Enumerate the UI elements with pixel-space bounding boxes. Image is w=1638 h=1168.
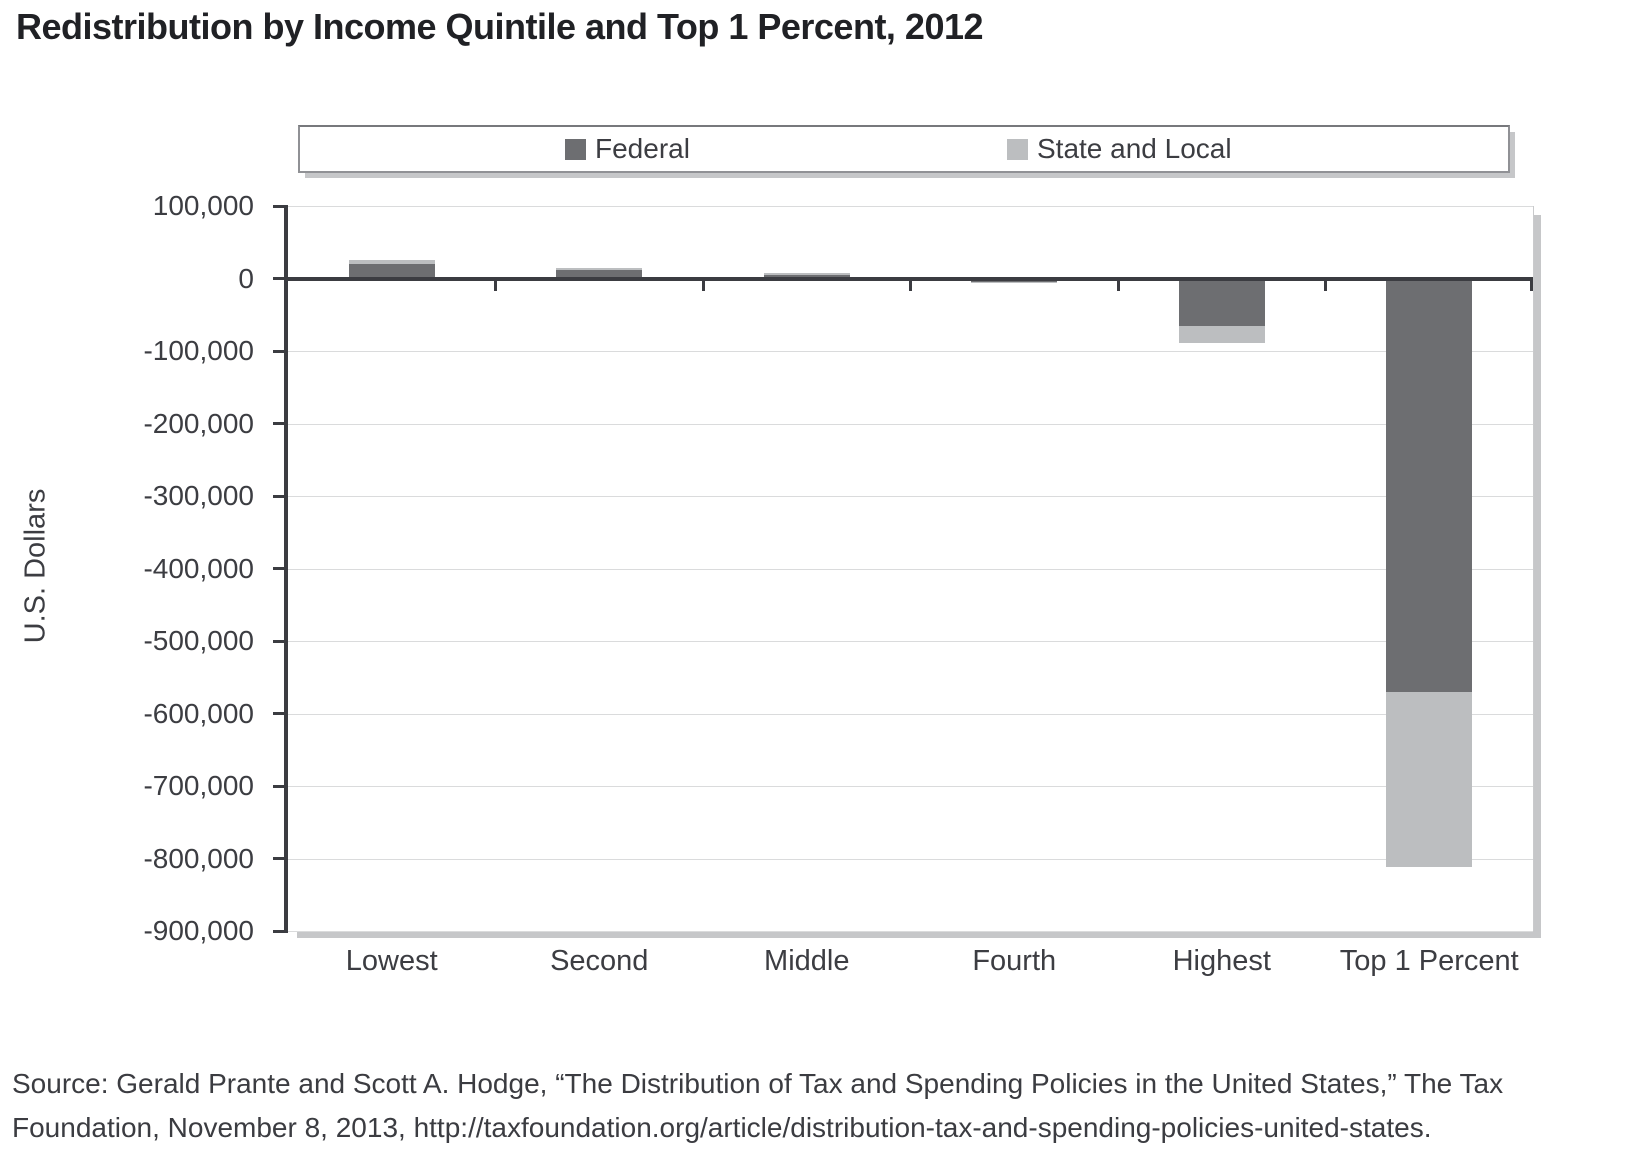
- y-tick-label: -800,000: [143, 842, 254, 874]
- bar-top-1-percent-federal: [1386, 278, 1473, 692]
- y-tick-label: 100,000: [152, 190, 254, 221]
- bar-fourth-state-and-local: [971, 282, 1058, 284]
- y-axis-tick-labels: 100,000 0 -100,000 -200,000 -300,000 -400,000…: [0, 0, 254, 1000]
- y-axis-tick: [273, 567, 288, 570]
- x-axis-tick: [909, 278, 912, 291]
- legend-item-state-and-local: State and Local: [1007, 127, 1232, 171]
- legend-label-state-and-local: State and Local: [1037, 133, 1232, 164]
- x-axis-category-labels: Lowest Second Middle Fourth Highest Top 1 Per…: [288, 945, 1533, 989]
- x-category-label-lowest: Lowest: [345, 945, 438, 977]
- bar-highest-state-and-local: [1178, 326, 1265, 344]
- source-line-1: Source: Gerald Prante and Scott A. Hodge…: [12, 1068, 1504, 1099]
- legend: Federal State and Local: [298, 125, 1510, 173]
- y-axis-line: [284, 206, 288, 931]
- x-axis-tick: [1116, 278, 1120, 291]
- bar-lowest-federal: [348, 264, 435, 279]
- state-and-local-swatch-icon: [1007, 138, 1028, 160]
- gridline: [288, 423, 1533, 425]
- bar-lowest-state-and-local: [348, 259, 435, 264]
- gridline: [288, 351, 1533, 352]
- gridline: [288, 496, 1533, 497]
- y-axis-tick: [273, 784, 288, 788]
- chart-title: Redistribution by Income Quintile and To…: [16, 6, 984, 47]
- y-axis-tick: [273, 494, 288, 498]
- y-axis-tick: [273, 204, 288, 208]
- bar-second-federal: [556, 269, 643, 279]
- legend-label-federal: Federal: [595, 133, 690, 164]
- bar-middle-state-and-local: [763, 273, 850, 275]
- source-line-2: Foundation, November 8, 2013, http://tax…: [12, 1112, 1432, 1143]
- y-axis-tick: [273, 857, 288, 860]
- y-tick-label: -700,000: [143, 770, 254, 801]
- gridline: [288, 713, 1533, 715]
- y-axis-tick: [273, 712, 288, 715]
- x-category-label-fourth: Fourth: [972, 945, 1057, 977]
- y-tick-label: -100,000: [143, 335, 254, 366]
- y-axis-tick: [273, 277, 288, 280]
- zero-axis-line: [284, 276, 1533, 281]
- y-tick-label: -200,000: [143, 407, 254, 439]
- y-axis-tick: [273, 349, 288, 353]
- gridline: [288, 206, 1533, 207]
- plot-area: [273, 204, 1534, 933]
- y-tick-label: -500,000: [143, 625, 254, 656]
- x-category-label-middle: Middle: [764, 945, 850, 977]
- x-category-label-second: Second: [550, 945, 649, 977]
- gridline: [288, 641, 1533, 642]
- y-tick-label: -900,000: [143, 915, 254, 946]
- legend-item-federal: Federal: [565, 127, 690, 171]
- gridline: [288, 931, 1533, 932]
- bar-highest-federal: [1178, 278, 1265, 327]
- y-tick-label: -600,000: [143, 697, 254, 729]
- x-category-label-highest: Highest: [1172, 945, 1271, 977]
- x-axis-tick: [701, 278, 705, 291]
- federal-swatch-icon: [565, 138, 586, 160]
- y-tick-label: 0: [238, 262, 254, 294]
- x-axis-tick: [1324, 278, 1327, 291]
- gridline: [288, 568, 1533, 570]
- gridline: [288, 858, 1533, 860]
- y-tick-label: -300,000: [143, 480, 254, 511]
- bar-top-1-percent-state-and-local: [1386, 691, 1473, 868]
- gridline: [288, 786, 1533, 787]
- y-axis-tick: [273, 639, 288, 643]
- y-axis-tick: [273, 929, 288, 933]
- source-note: Source: Gerald Prante and Scott A. Hodge…: [12, 1062, 1582, 1150]
- x-axis-tick: [1530, 278, 1533, 291]
- y-axis-tick: [273, 422, 288, 425]
- bar-second-state-and-local: [556, 267, 643, 270]
- x-category-label-top-1-percent: Top 1 Percent: [1339, 945, 1519, 977]
- y-tick-label: -400,000: [143, 552, 254, 584]
- x-axis-tick: [494, 278, 497, 291]
